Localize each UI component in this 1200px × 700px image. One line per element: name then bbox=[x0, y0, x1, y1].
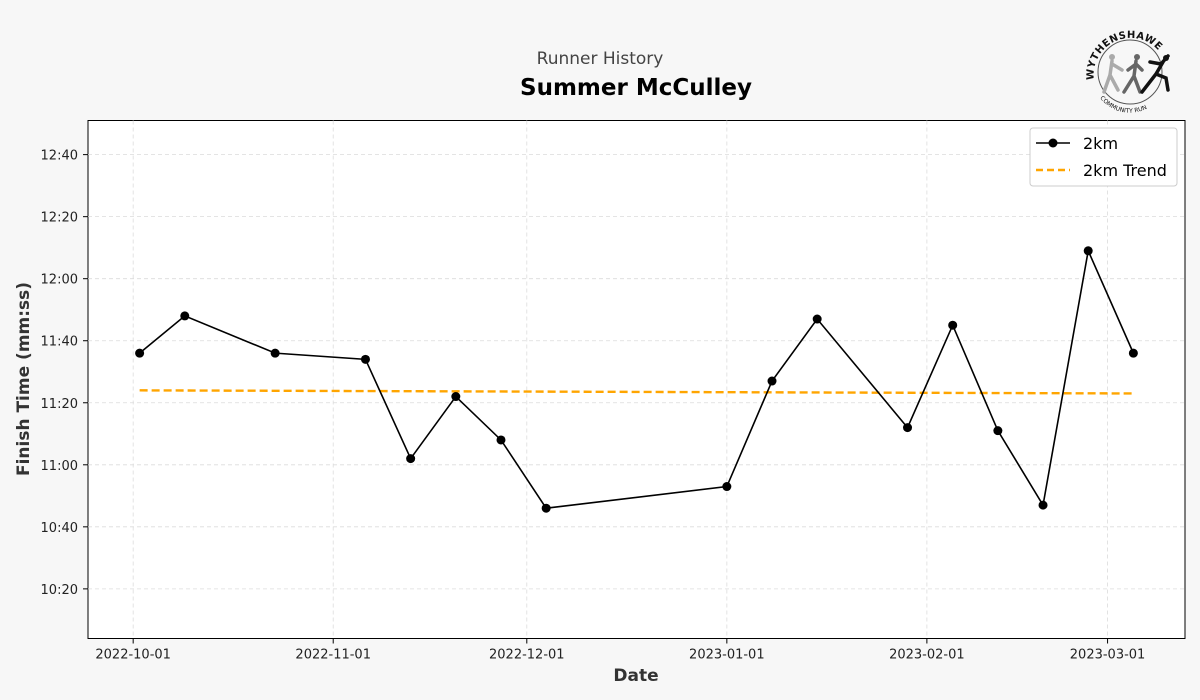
svg-text:COMMUNITY RUN: COMMUNITY RUN bbox=[1098, 95, 1148, 115]
x-tick-label: 2023-02-01 bbox=[889, 648, 965, 663]
x-tick-label: 2022-11-01 bbox=[295, 648, 371, 663]
2km-data-point bbox=[1038, 500, 1048, 510]
x-axis-label: Date bbox=[613, 666, 658, 686]
2km-data-point bbox=[1083, 246, 1093, 256]
2km-data-point bbox=[180, 311, 190, 321]
x-tick-label: 2023-01-01 bbox=[689, 648, 765, 663]
2km-data-point bbox=[948, 320, 958, 330]
wythenshawe-logo: WYTHENSHAWE COMMUNITY RUN bbox=[1086, 30, 1170, 115]
2km-data-point bbox=[496, 435, 506, 445]
y-tick-label: 10:20 bbox=[41, 583, 78, 598]
chart-subtitle: Runner History bbox=[537, 49, 664, 69]
y-tick-label: 11:40 bbox=[41, 335, 78, 350]
y-tick-label: 10:40 bbox=[41, 521, 78, 536]
2km-data-point bbox=[722, 482, 732, 492]
2km-data-point bbox=[812, 314, 822, 324]
2km-data-point bbox=[406, 454, 416, 464]
2km-data-point bbox=[135, 348, 145, 358]
2km-data-point bbox=[541, 503, 551, 513]
svg-text:WYTHENSHAWE: WYTHENSHAWE bbox=[1086, 30, 1165, 80]
legend-2km-trend: 2km Trend bbox=[1083, 161, 1167, 180]
legend-2km: 2km bbox=[1083, 134, 1118, 153]
x-tick-label: 2023-03-01 bbox=[1070, 648, 1146, 663]
y-tick-label: 12:40 bbox=[41, 149, 78, 164]
2km-data-point bbox=[903, 423, 913, 433]
y-axis-label: Finish Time (mm:ss) bbox=[14, 282, 34, 476]
x-tick-label: 2022-10-01 bbox=[95, 648, 171, 663]
y-tick-label: 12:20 bbox=[41, 211, 78, 226]
2km-data-point bbox=[360, 354, 370, 364]
2km-data-point bbox=[1128, 348, 1138, 358]
2km-data-point bbox=[767, 376, 777, 386]
2km-data-point bbox=[993, 426, 1003, 436]
x-tick-label: 2022-12-01 bbox=[489, 648, 565, 663]
y-tick-label: 11:20 bbox=[41, 397, 78, 412]
2km-data-point bbox=[270, 348, 280, 358]
legend: 2km 2km Trend bbox=[1029, 127, 1178, 187]
y-tick-label: 11:00 bbox=[41, 459, 78, 474]
y-tick-label: 12:00 bbox=[41, 273, 78, 288]
chart-title: Summer McCulley bbox=[520, 75, 752, 101]
trend-line bbox=[139, 389, 1134, 395]
plot-area bbox=[87, 120, 1186, 639]
2km-data-point bbox=[451, 392, 461, 402]
